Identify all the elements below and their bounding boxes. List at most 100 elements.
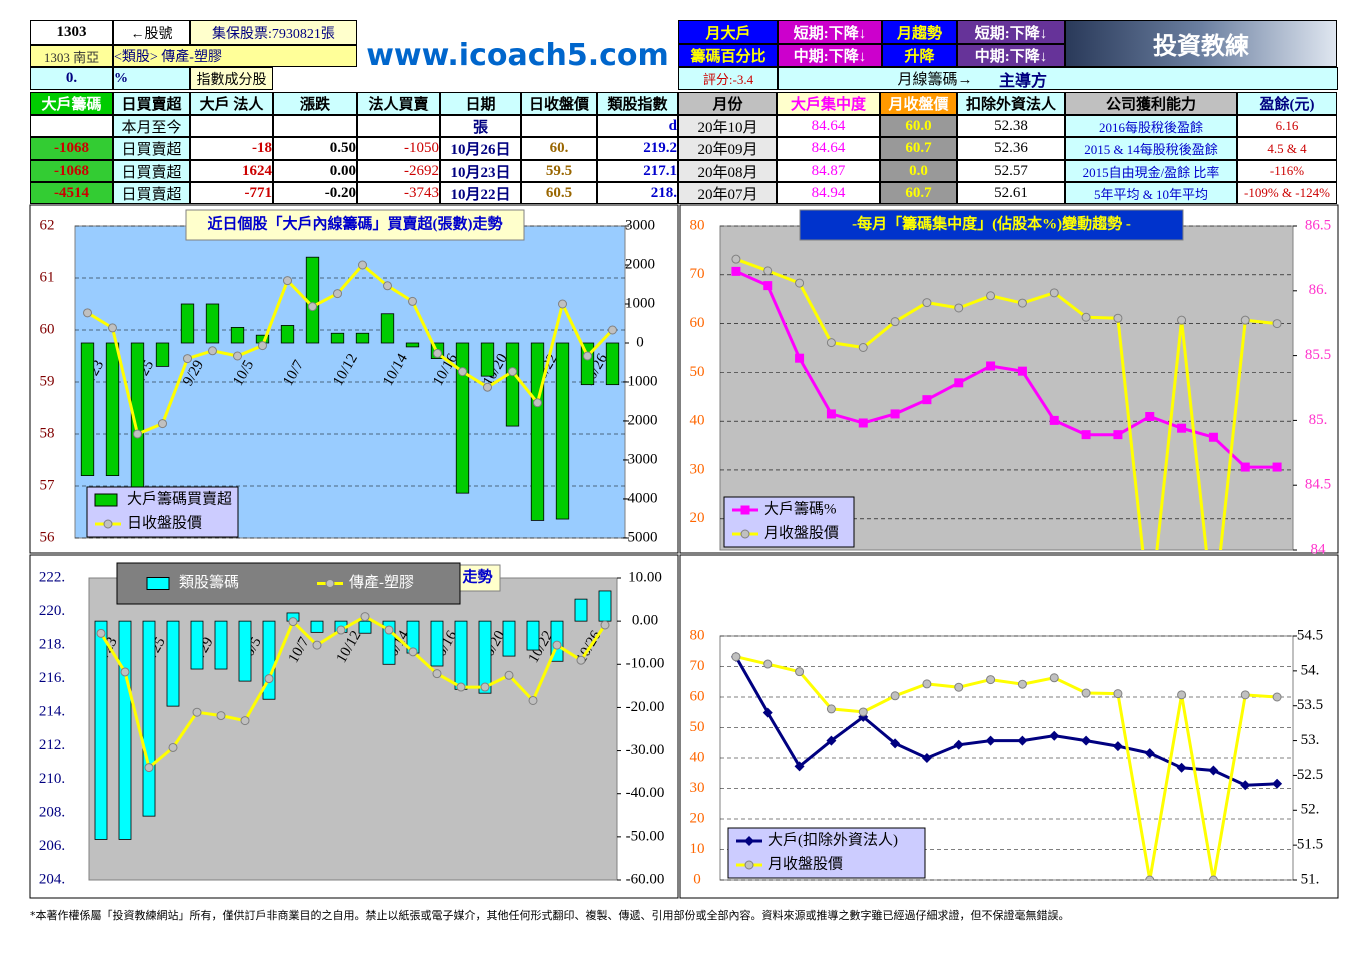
point (1113, 313, 1123, 323)
point (954, 682, 964, 692)
point (120, 667, 130, 677)
cell: 張 (440, 115, 521, 137)
point (762, 707, 773, 718)
point (795, 278, 805, 288)
point (600, 620, 610, 630)
column-header: 日買賣超 (113, 92, 190, 115)
point (483, 382, 492, 392)
point (890, 317, 900, 327)
point (133, 429, 142, 439)
point (528, 695, 538, 705)
y-tick-label: 20 (690, 810, 705, 826)
bar (105, 342, 120, 477)
cell: % (113, 67, 190, 90)
point (103, 519, 113, 529)
footer: *本著作權係屬「投資教練網站」所有，僅供訂戶非商業目的之自用。禁止以紙張或電子媒… (30, 909, 1070, 922)
bar (358, 620, 372, 634)
cell (30, 115, 113, 137)
column-header: 日期 (440, 92, 521, 115)
point (1208, 765, 1219, 776)
point (826, 338, 836, 348)
point (1272, 692, 1282, 702)
point (208, 346, 217, 356)
point (1113, 430, 1123, 440)
point (763, 266, 773, 276)
y2-tick-label: -5000 (623, 529, 658, 545)
point (1208, 875, 1218, 880)
y-tick-label: 70 (690, 658, 705, 674)
point (858, 707, 868, 717)
point (508, 367, 517, 377)
cell: 10月23日 (440, 160, 521, 182)
cell: 集保股票:7930821張 (190, 20, 357, 45)
point (233, 351, 242, 361)
cell: 1303 南亞 (30, 45, 113, 67)
bar (480, 342, 495, 377)
point (890, 409, 900, 419)
cell: 10月22日 (440, 182, 521, 204)
point (1272, 462, 1282, 472)
point (583, 351, 592, 361)
cell: d (597, 115, 678, 137)
legend-label: 傳產-塑膠 (349, 574, 414, 591)
y2-tick-label: 54.5 (1297, 627, 1323, 643)
cell: 月線籌碼→ (897, 72, 973, 88)
y2-tick-label: 51.5 (1297, 837, 1323, 853)
cell: 10月26日 (440, 137, 521, 160)
point (312, 640, 322, 650)
point (740, 529, 750, 539)
y2-tick-label: -4000 (623, 490, 658, 506)
point (333, 289, 342, 299)
point (408, 647, 418, 657)
point (1240, 315, 1250, 325)
point (1049, 288, 1059, 298)
y-tick-label: 59 (40, 373, 55, 389)
point (1240, 462, 1250, 472)
y2-tick-label: 52.5 (1297, 767, 1323, 783)
cell: 60.7 (880, 182, 957, 204)
y2-tick-label: 0 (636, 334, 644, 350)
y2-tick-label: 3000 (625, 217, 655, 233)
point (456, 682, 466, 692)
point (325, 579, 335, 588)
legend-label: 月收盤股價 (768, 855, 843, 872)
cell: 2016每股稅後盈餘 (1065, 115, 1237, 137)
point (432, 669, 442, 679)
bar (530, 342, 545, 521)
point (744, 860, 754, 870)
y2-tick-label: 84 (1311, 541, 1327, 557)
bar (605, 342, 620, 386)
line (86, 262, 614, 437)
point (558, 299, 567, 309)
point (826, 735, 837, 746)
y-tick-label: 61 (40, 269, 55, 285)
series-group (731, 254, 1282, 550)
cell (521, 115, 597, 137)
cell: 218. (597, 182, 678, 204)
y-tick-label: 222. (39, 569, 65, 585)
cell: 中期:下降↓ (778, 44, 882, 67)
point (921, 753, 932, 763)
point (953, 739, 964, 750)
y-tick-label: 50 (690, 364, 705, 380)
bar (280, 325, 295, 344)
y-tick-label: 10 (690, 841, 705, 857)
cell: 5年平均 & 10年平均 (1065, 182, 1237, 204)
series-group (80, 256, 620, 521)
title-box (799, 209, 1184, 241)
bar (330, 332, 345, 344)
cell: 20年07月 (678, 182, 777, 204)
point (1017, 366, 1027, 376)
y-tick-label: 50 (690, 719, 705, 735)
point (1081, 312, 1091, 322)
y-tick-label: 210. (39, 771, 65, 787)
cell: -4514 (30, 182, 113, 204)
bar (405, 342, 420, 348)
y2-tick-label: 0.00 (632, 613, 658, 629)
cell: 升降 (882, 44, 957, 67)
bar (454, 620, 468, 690)
point (1145, 875, 1155, 880)
point (1017, 679, 1027, 689)
logo: 投資教練 (1065, 20, 1337, 67)
